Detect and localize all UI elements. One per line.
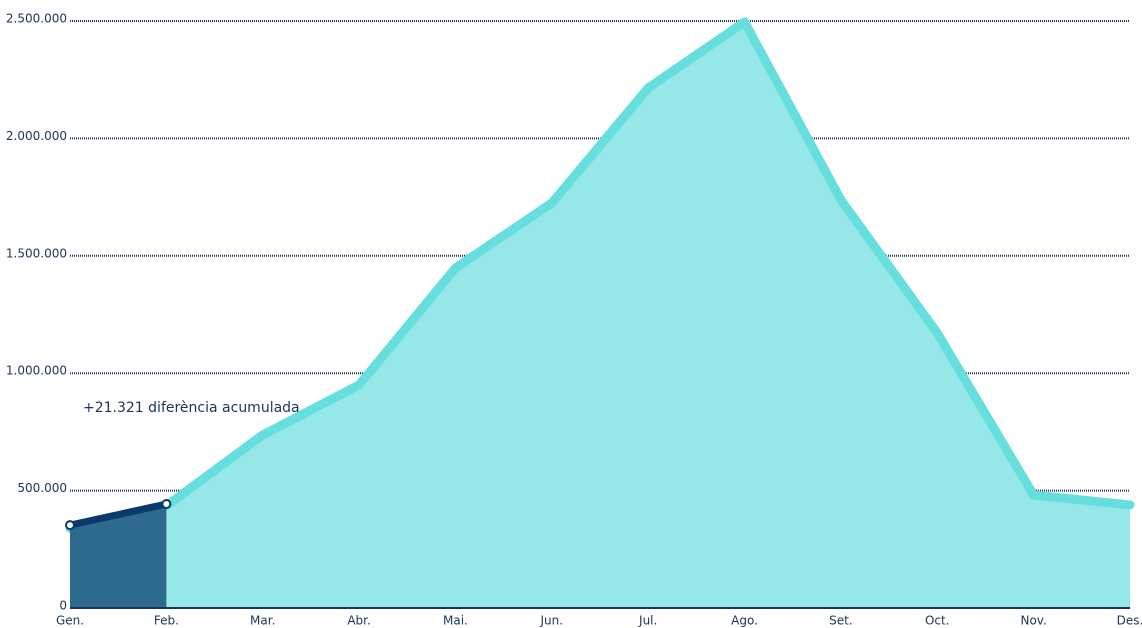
- x-tick-label: Ago.: [731, 614, 758, 628]
- x-tick-label: Feb.: [154, 614, 179, 628]
- y-tick-label: 1.000.000: [6, 364, 67, 378]
- x-tick-label: Set.: [829, 614, 853, 628]
- annotation: +21.321 diferència acumulada: [83, 400, 300, 416]
- x-tick-label: Gen.: [56, 614, 84, 628]
- area: [70, 21, 1130, 608]
- line: [65, 17, 1135, 533]
- x-tick-label: Jun.: [540, 614, 564, 628]
- y-tick-label: 500.000: [17, 481, 67, 495]
- y-tick-label: 2.500.000: [6, 12, 67, 26]
- line: [66, 500, 170, 529]
- x-tick-label: Mai.: [443, 614, 468, 628]
- point: [161, 498, 172, 509]
- x-tick-label: Abr.: [347, 614, 370, 628]
- area: [70, 503, 167, 608]
- x-tick-label: Oct.: [925, 614, 950, 628]
- point: [65, 520, 75, 531]
- y-tick-label: 0: [59, 599, 67, 613]
- x-tick-label: Des.: [1117, 614, 1142, 628]
- y-tick-label: 1.500.000: [6, 246, 67, 260]
- x-tick-label: Mar.: [250, 614, 275, 628]
- x-tick-label: Jul.: [638, 614, 657, 628]
- x-tick-label: Nov.: [1020, 614, 1046, 628]
- y-tick-label: 2.000.000: [6, 129, 67, 143]
